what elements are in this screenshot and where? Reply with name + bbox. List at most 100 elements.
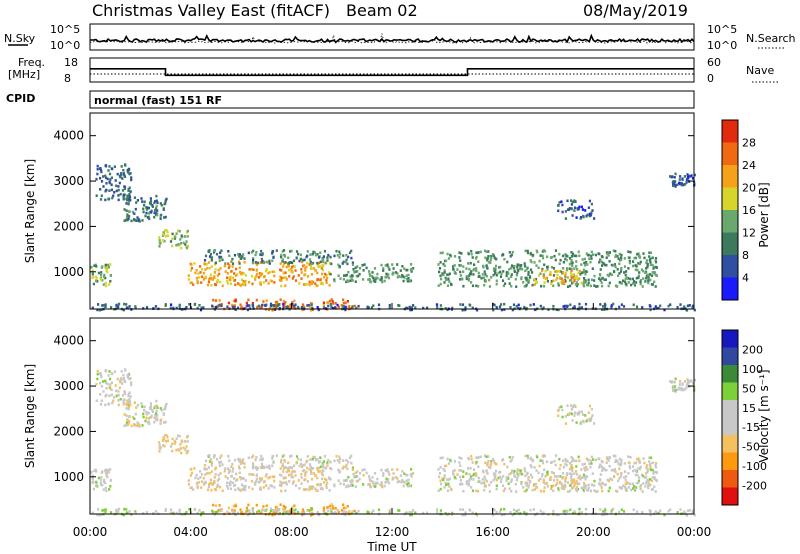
power-cell [651,256,654,260]
velocity-cell [271,455,274,458]
velocity-cell [407,482,410,485]
velocity-cell [403,481,406,484]
velocity-cell [519,469,522,473]
power-cell [102,175,105,178]
power-cell [186,244,190,248]
velocity-cell [194,476,197,480]
power-cell [651,271,654,274]
velocity-cell [283,507,286,511]
velocity-cell [582,473,585,477]
power-cell [301,260,304,264]
power-cell [588,212,591,216]
velocity-cell [255,466,258,469]
power-cell [276,300,279,304]
velocity-cell [564,462,567,466]
velocity-cell [159,447,162,450]
velocity-cell [97,508,100,511]
velocity-cell [291,476,294,479]
power-cell [303,306,306,309]
power-cell [678,178,681,181]
velocity-cell [647,486,650,490]
power-cell [583,279,586,283]
velocity-cell [279,467,282,470]
power-cell [680,183,683,187]
power-cell [564,217,567,220]
velocity-y-tick-label: 2000 [53,424,84,438]
power-cell [399,269,402,272]
power-cell [564,253,567,256]
power-cell [527,251,530,255]
velocity-cell [362,483,365,486]
power-cell [313,251,316,254]
velocity-cell [136,404,139,407]
velocity-cell [405,473,408,477]
velocity-cell [353,475,356,479]
power-cell [558,201,561,204]
power-cell [117,194,120,197]
power-cell [637,274,640,278]
power-cell [535,281,538,284]
power-cell [550,255,554,259]
velocity-cell [674,385,677,388]
power-cell [321,272,324,276]
velocity-cell [308,487,311,490]
velocity-cell [269,509,272,513]
velocity-cell [357,479,360,483]
power-cell [297,274,300,277]
power-cell [338,256,341,259]
velocity-cell [571,419,574,422]
power-cell [598,277,601,280]
power-cell [209,273,212,277]
velocity-cell [361,468,364,472]
velocity-cell [479,455,482,459]
velocity-cell [273,511,277,515]
power-cell [171,244,174,248]
velocity-cell [145,416,148,420]
velocity-cell [583,482,586,485]
power-cell [627,250,630,253]
velocity-cell [516,472,519,476]
power-cell [180,234,183,237]
velocity-cell [560,405,563,408]
velocity-cell [506,465,509,469]
power-cell [275,249,278,252]
velocity-cell [637,479,640,483]
velocity-cell [571,466,574,470]
power-cell [580,205,583,209]
power-cell [538,259,541,263]
power-cell [345,280,348,284]
velocity-cell [345,459,348,462]
velocity-cell [623,476,626,479]
power-cell [97,271,100,275]
power-cell [573,306,577,310]
power-cell [210,265,213,268]
power-cell [511,250,514,254]
power-cell [164,304,167,307]
velocity-cell [615,458,618,462]
power-cell [211,304,214,308]
velocity-cell [283,467,286,470]
power-cell [381,280,384,284]
power-cell [316,278,319,282]
power-cell [690,174,693,177]
power-colorbar-swatch [722,187,738,210]
power-cell [214,261,217,265]
power-cell [326,256,329,259]
power-colorbar-swatch [722,277,738,300]
velocity-cell [566,404,569,408]
power-cell [276,304,279,307]
power-cell [464,306,467,309]
power-cell [601,284,604,288]
power-cell [238,283,241,286]
power-cell [162,207,165,210]
power-cell [570,267,573,271]
power-cell [267,271,270,275]
velocity-cell [630,488,633,492]
velocity-cell [104,508,107,511]
power-cell [316,261,319,265]
power-cell [238,262,241,265]
velocity-cell [580,511,583,514]
power-cell [629,277,632,281]
velocity-cell [649,478,652,481]
velocity-cell [577,476,580,480]
